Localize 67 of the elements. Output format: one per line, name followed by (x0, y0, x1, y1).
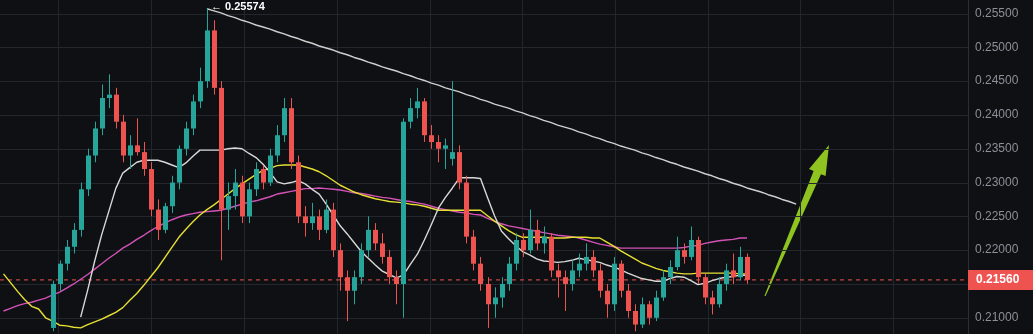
y-tick-label: 0.23000 (975, 174, 1019, 189)
candlestick (570, 259, 575, 292)
candlestick (135, 117, 140, 157)
candlestick (233, 168, 238, 211)
candlestick (654, 290, 659, 322)
candlestick (72, 222, 77, 255)
candlestick (156, 198, 161, 241)
candlestick (717, 276, 722, 309)
candlestick (738, 246, 743, 282)
candlestick (310, 202, 315, 231)
candlestick (352, 269, 357, 305)
candlestick (65, 239, 70, 271)
candlestick (450, 80, 455, 167)
candlestick (528, 209, 533, 255)
candlestick (317, 209, 322, 241)
y-tick-label: 0.24500 (975, 73, 1019, 88)
candlestick (128, 134, 133, 170)
y-tick-label: 0.21000 (975, 310, 1019, 325)
candlestick (324, 198, 329, 234)
candlestick (507, 256, 512, 292)
candlestick (591, 249, 596, 278)
candlestick (626, 283, 631, 319)
ref-line-label: 0.21560 (976, 272, 1020, 287)
candlestick (408, 97, 413, 129)
candlestick (668, 259, 673, 285)
candlestick (429, 124, 434, 150)
y-tick-label: 0.23500 (975, 141, 1019, 156)
candlestick (500, 276, 505, 309)
candlestick (275, 124, 280, 163)
y-tick-label: 0.24000 (975, 107, 1019, 122)
candlestick (58, 259, 63, 292)
annotation: ← 0.25574 (210, 0, 266, 13)
candlestick (373, 222, 378, 251)
candlestick (521, 232, 526, 258)
candlestick (443, 138, 448, 170)
candlestick (584, 242, 589, 271)
candlestick (198, 67, 203, 109)
candlestick (675, 236, 680, 271)
candlestick (724, 263, 729, 292)
candlestick (710, 290, 715, 315)
candlestick (380, 232, 385, 265)
candlestick (640, 296, 645, 329)
candlestick (647, 300, 652, 326)
candlestick (366, 215, 371, 258)
candlestick (535, 219, 540, 251)
candlestick (493, 286, 498, 319)
candlestick (661, 269, 666, 302)
candlestick (261, 165, 266, 190)
candlestick (226, 182, 231, 231)
y-tick-label: 0.25500 (975, 5, 1019, 20)
candlestick (514, 232, 519, 271)
candlestick (184, 121, 189, 157)
y-tick-label: 0.22000 (975, 242, 1019, 257)
candlestick (142, 141, 147, 177)
candlestick (170, 175, 175, 214)
candlestick (689, 226, 694, 261)
candlestick (254, 161, 259, 197)
candlestick (703, 273, 708, 305)
candlestick (436, 134, 441, 163)
candlestick (633, 303, 638, 332)
candlestick (605, 283, 610, 319)
candlestick (682, 242, 687, 265)
candlestick (415, 87, 420, 119)
candlestick (303, 205, 308, 238)
y-tick-label: 0.22500 (975, 208, 1019, 223)
candlestick (163, 202, 168, 234)
y-tick-label: 0.25000 (975, 39, 1019, 54)
